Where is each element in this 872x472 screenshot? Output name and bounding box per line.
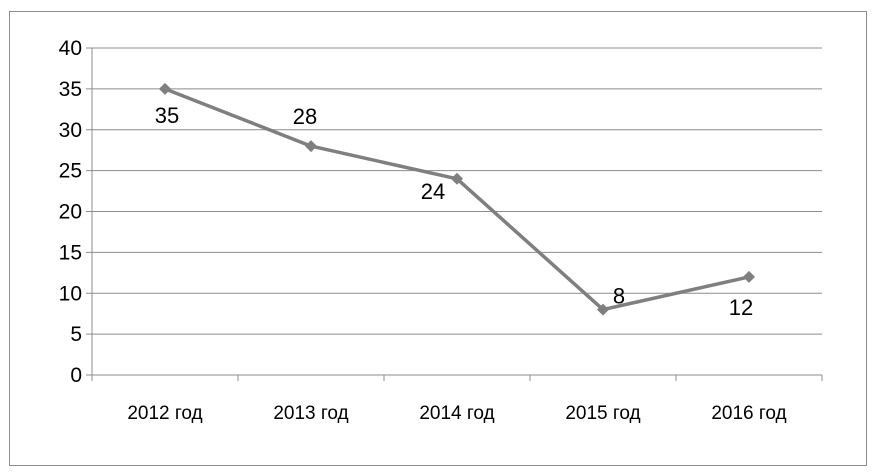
y-tick-label: 35	[59, 78, 82, 101]
y-tick-label: 20	[59, 201, 82, 224]
series-line	[164, 87, 750, 312]
x-tick-label: 2013 год	[273, 403, 348, 424]
data-label: 24	[421, 179, 445, 204]
y-tick-label: 40	[59, 37, 82, 60]
y-tick-label: 10	[59, 282, 82, 305]
data-label: 8	[613, 284, 625, 309]
data-label: 35	[155, 103, 179, 128]
y-tick-label: 15	[59, 241, 82, 264]
x-tick-label: 2016 год	[711, 403, 786, 424]
data-point-marker	[305, 140, 317, 153]
data-label: 12	[729, 295, 753, 320]
x-tick-label: 2015 год	[565, 403, 640, 424]
gridlines	[92, 47, 822, 376]
y-tick-label: 0	[70, 364, 82, 387]
y-tick-label: 25	[59, 160, 82, 183]
labels: 35 28 24 8 12	[155, 103, 753, 320]
data-point-marker	[597, 303, 609, 316]
y-tick-label: 30	[59, 119, 82, 142]
data-label: 28	[293, 104, 317, 129]
data-point-marker	[159, 82, 171, 95]
x-tick-label: 2014 год	[419, 403, 494, 424]
data-point-marker	[451, 172, 463, 185]
x-tick-label: 2012 год	[127, 403, 202, 424]
data-point-marker	[743, 270, 755, 283]
axes: 0 5 10 15 20 25 30 35 40 2012 год 2013 год 2014 год…	[59, 37, 823, 424]
chart-area	[9, 11, 867, 466]
y-tick-label: 5	[70, 323, 82, 346]
series	[159, 82, 755, 316]
